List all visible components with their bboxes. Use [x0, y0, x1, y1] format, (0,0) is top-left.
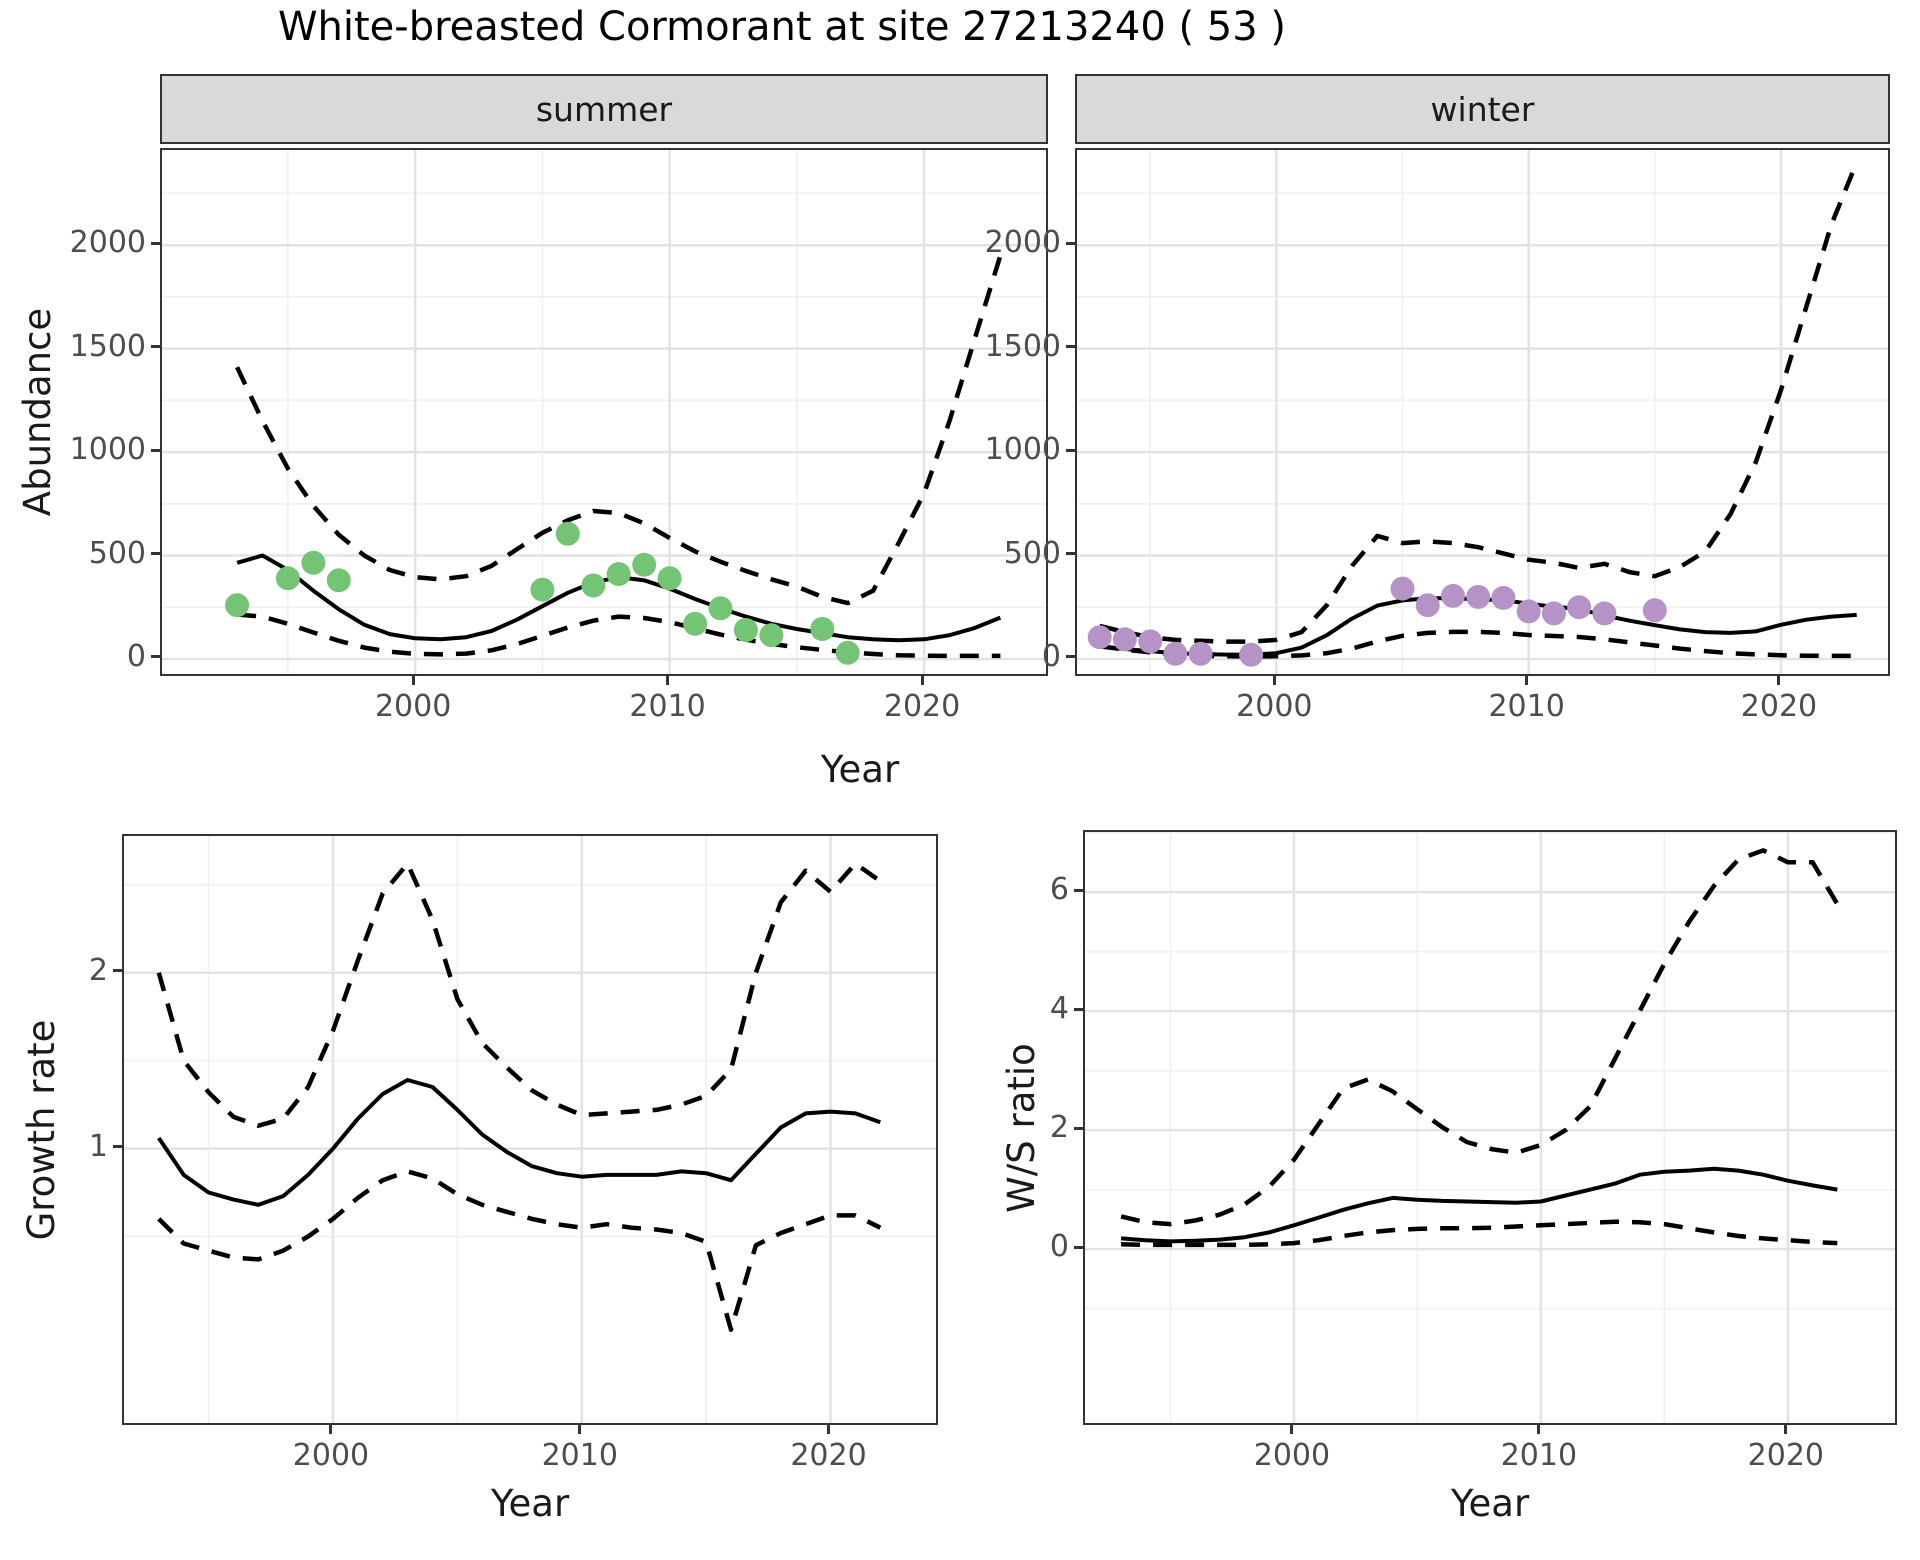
- series-upper95: [235, 254, 1003, 606]
- observed-point: [1541, 601, 1566, 626]
- x-tick-mark: [411, 676, 415, 685]
- observed-point: [657, 566, 682, 591]
- x-tick-label: 2020: [1740, 689, 1818, 724]
- x-tick-label: 2010: [1488, 689, 1565, 724]
- panel-abundance-winter: [1075, 148, 1890, 676]
- x-tick-label: 2020: [1747, 1438, 1825, 1473]
- observed-point: [759, 623, 784, 648]
- panel-growth-rate: [122, 834, 938, 1425]
- y-tick-mark: [151, 655, 160, 659]
- observed-point: [1239, 642, 1264, 667]
- x-tick-mark: [578, 1425, 582, 1434]
- observed-point: [555, 521, 580, 546]
- y-axis-title-abundance: Abundance: [16, 307, 59, 517]
- y-tick-mark: [1066, 552, 1075, 556]
- observed-point: [683, 611, 708, 636]
- x-tick-label: 2000: [374, 689, 452, 724]
- x-tick-label: 2000: [292, 1438, 370, 1473]
- x-tick-mark: [1272, 676, 1276, 685]
- y-axis-title-ws-ratio: W/S ratio: [1000, 1043, 1043, 1213]
- series-upper95: [156, 861, 882, 1128]
- series-fit: [1120, 1166, 1838, 1244]
- x-tick-label: 2010: [1500, 1438, 1578, 1473]
- x-tick-mark: [920, 676, 924, 685]
- x-tick-label: 2010: [629, 689, 706, 724]
- y-tick-mark: [1074, 1007, 1083, 1011]
- x-tick-mark: [1537, 1425, 1541, 1434]
- series-upper95: [1099, 161, 1859, 644]
- observed-point: [835, 640, 860, 665]
- x-axis-title-year-growth: Year: [490, 1482, 570, 1525]
- panel-ws-ratio: [1083, 830, 1897, 1425]
- x-tick-mark: [1290, 1425, 1294, 1434]
- x-tick-mark: [1777, 676, 1781, 685]
- facet-strip-summer: summer: [160, 74, 1048, 144]
- y-tick-mark: [1066, 345, 1075, 349]
- x-tick-mark: [329, 1425, 333, 1434]
- observed-point: [1567, 595, 1592, 620]
- y-axis-title-growth-rate: Growth rate: [20, 1019, 63, 1241]
- observed-point: [1163, 641, 1188, 666]
- observed-point: [1516, 599, 1541, 624]
- observed-point: [1188, 641, 1213, 666]
- facet-strip-winter-label: winter: [1430, 89, 1535, 129]
- y-tick-mark: [1074, 1126, 1083, 1130]
- series-fit: [157, 1078, 881, 1207]
- x-tick-label: 2010: [541, 1438, 618, 1473]
- observed-point: [1087, 625, 1112, 650]
- observed-point: [733, 618, 758, 642]
- observed-point: [530, 577, 555, 602]
- observed-point: [301, 550, 326, 575]
- observed-point: [1112, 627, 1137, 652]
- y-tick-mark: [1066, 448, 1075, 452]
- x-tick-mark: [666, 676, 670, 685]
- observed-point: [606, 562, 631, 587]
- observed-point: [1491, 585, 1516, 610]
- observed-point: [1466, 584, 1491, 609]
- series-lower95: [1121, 1219, 1838, 1248]
- y-tick-mark: [151, 241, 160, 245]
- x-tick-label: 2020: [883, 689, 961, 724]
- panel-abundance-summer: [160, 148, 1048, 676]
- observed-point: [1642, 598, 1667, 623]
- observed-point: [1390, 576, 1415, 601]
- y-tick-mark: [113, 969, 122, 973]
- x-tick-mark: [827, 1425, 831, 1434]
- observed-point: [275, 566, 300, 591]
- x-tick-label: 2000: [1236, 689, 1313, 724]
- y-tick-mark: [1066, 241, 1075, 245]
- observed-point: [1415, 593, 1440, 618]
- facet-strip-winter: winter: [1075, 74, 1890, 144]
- chart-title: White-breasted Cormorant at site 2721324…: [277, 4, 1287, 50]
- x-tick-label: 2020: [790, 1438, 867, 1473]
- x-axis-title-year-top: Year: [820, 748, 900, 791]
- y-tick-mark: [151, 552, 160, 556]
- y-tick-mark: [113, 1145, 122, 1149]
- facet-strip-summer-label: summer: [535, 89, 673, 129]
- observed-point: [225, 593, 250, 618]
- y-tick-mark: [1074, 888, 1083, 892]
- x-axis-title-year-ws: Year: [1450, 1482, 1530, 1525]
- observed-point: [708, 596, 733, 621]
- observed-point: [1138, 629, 1163, 654]
- y-tick-mark: [151, 345, 160, 349]
- observed-point: [581, 573, 606, 598]
- observed-point: [1441, 583, 1465, 608]
- y-tick-mark: [151, 448, 160, 452]
- x-tick-mark: [1525, 676, 1529, 685]
- observed-point: [1592, 601, 1617, 626]
- series-lower95: [157, 1169, 882, 1332]
- y-tick-mark: [1066, 655, 1075, 659]
- observed-point: [632, 552, 657, 577]
- observed-point: [326, 568, 351, 593]
- x-tick-label: 2000: [1253, 1438, 1331, 1473]
- x-tick-mark: [1784, 1425, 1788, 1434]
- series-lower95: [236, 612, 1001, 659]
- observed-point: [810, 617, 835, 641]
- y-tick-mark: [1074, 1245, 1083, 1249]
